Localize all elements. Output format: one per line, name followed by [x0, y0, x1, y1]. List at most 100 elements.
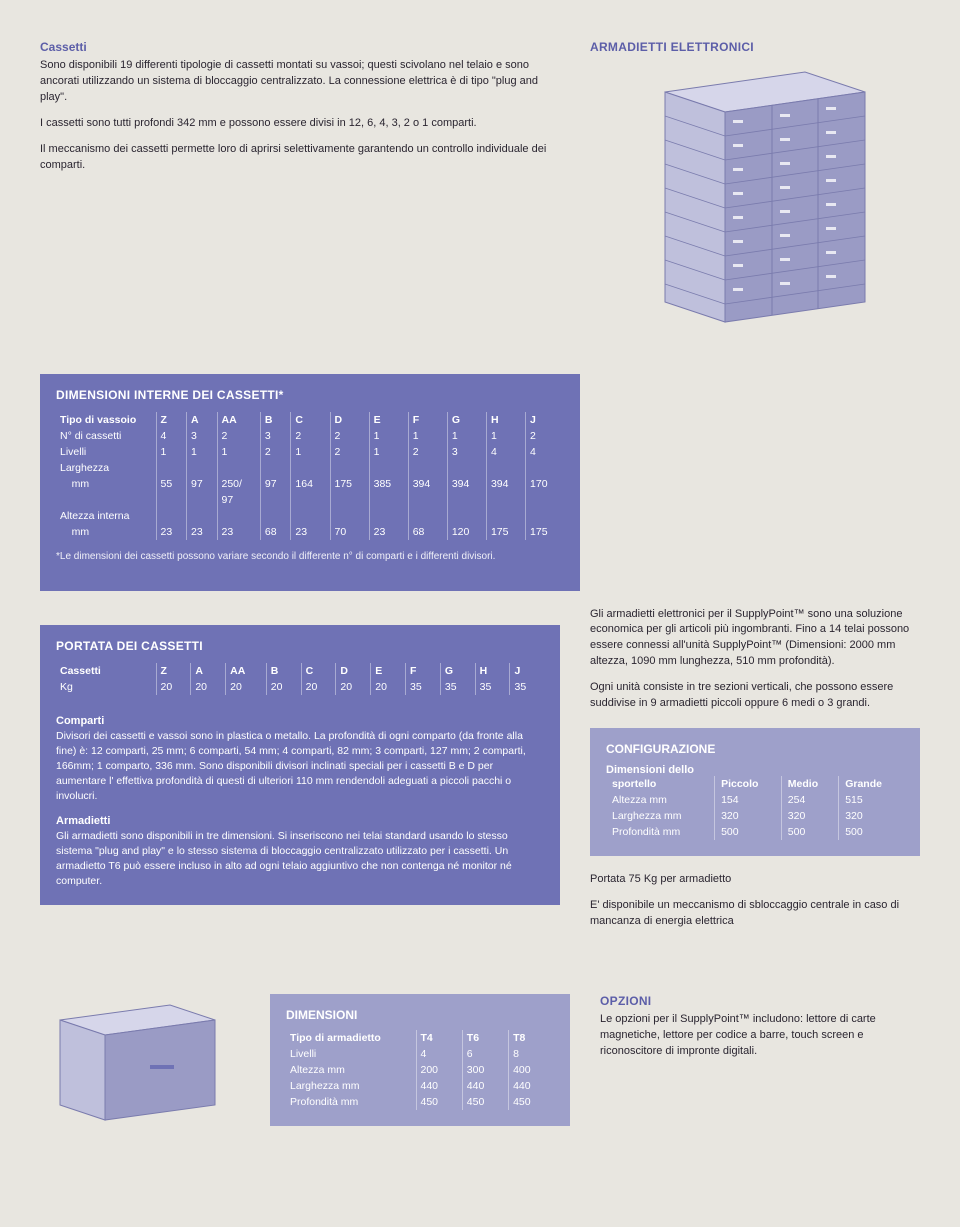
col-header: sportello	[606, 776, 715, 792]
table-row: 97	[56, 492, 564, 508]
col-header: Tipo di armadietto	[286, 1030, 416, 1046]
cell	[369, 460, 408, 476]
col-header: Grande	[839, 776, 904, 792]
comparti-heading: Comparti	[56, 715, 544, 727]
cell: 300	[462, 1062, 508, 1078]
col-header: A	[187, 412, 218, 428]
cell: mm	[56, 524, 156, 540]
cell: 2	[330, 444, 369, 460]
cell: Kg	[56, 679, 156, 695]
cell: 394	[408, 476, 447, 492]
cell: 394	[486, 476, 525, 492]
cell	[156, 492, 187, 508]
armadietti-heading: ARMADIETTI ELETTRONICI	[590, 40, 920, 54]
cell: 1	[217, 444, 260, 460]
portata-table: CassettiZAAABCDEFGHJ Kg20202020202020353…	[56, 663, 544, 695]
col-header: Medio	[781, 776, 838, 792]
cell: Altezza mm	[606, 792, 715, 808]
cell	[447, 460, 486, 476]
cell: 1	[156, 444, 187, 460]
top-section: Cassetti Sono disponibili 19 differenti …	[40, 40, 920, 356]
table-row: Livelli11121212344	[56, 444, 564, 460]
dim-locker-title: DIMENSIONI	[286, 1008, 554, 1022]
cell: 450	[462, 1094, 508, 1110]
cell: 515	[839, 792, 904, 808]
cell: 175	[330, 476, 369, 492]
table-row: mm2323236823702368120175175	[56, 524, 564, 540]
cell	[156, 508, 187, 524]
cell: 320	[715, 808, 782, 824]
cell	[486, 492, 525, 508]
table-row: Larghezza mm320320320	[606, 808, 904, 824]
cell: 2	[330, 428, 369, 444]
col-header: B	[266, 663, 301, 679]
table-row: Altezza mm200300400	[286, 1062, 554, 1078]
cell: 394	[447, 476, 486, 492]
cell: 175	[486, 524, 525, 540]
cell	[369, 492, 408, 508]
cell	[447, 508, 486, 524]
table-row: Altezza interna	[56, 508, 564, 524]
cell: 55	[156, 476, 187, 492]
col-header: T4	[416, 1030, 462, 1046]
col-header: E	[369, 412, 408, 428]
col-header: B	[260, 412, 291, 428]
cell: 20	[336, 679, 371, 695]
cell: 400	[509, 1062, 554, 1078]
cell: 4	[486, 444, 525, 460]
col-header: A	[191, 663, 226, 679]
cassetti-p3: Il meccanismo dei cassetti permette loro…	[40, 142, 560, 174]
col-header: F	[406, 663, 441, 679]
table-row: Larghezza	[56, 460, 564, 476]
cell	[291, 508, 330, 524]
drawer-illustration	[40, 980, 240, 1140]
cell: 120	[447, 524, 486, 540]
cassetti-p2: I cassetti sono tutti profondi 342 mm e …	[40, 116, 560, 132]
cell: 68	[408, 524, 447, 540]
cell: 97	[187, 476, 218, 492]
cell: Larghezza	[56, 460, 156, 476]
drawer-col	[40, 964, 240, 1140]
dim-locker-panel: DIMENSIONI Tipo di armadiettoT4T6T8 Live…	[270, 994, 570, 1126]
table-row: Larghezza mm440440440	[286, 1078, 554, 1094]
cell: 68	[260, 524, 291, 540]
cell	[408, 460, 447, 476]
cell: 500	[715, 824, 782, 840]
cell: 6	[462, 1046, 508, 1062]
col-header: F	[408, 412, 447, 428]
armadietti-text: Gli armadietti sono disponibili in tre d…	[56, 829, 544, 890]
cell: 23	[187, 524, 218, 540]
dim-int-title: DIMENSIONI INTERNE DEI CASSETTI*	[56, 388, 564, 402]
cell: 97	[260, 476, 291, 492]
cell: 20	[191, 679, 226, 695]
cell	[486, 460, 525, 476]
col-header: Z	[156, 663, 191, 679]
cell	[187, 492, 218, 508]
col-header: G	[447, 412, 486, 428]
cell: 23	[217, 524, 260, 540]
table-row: mm5597250/97164175385394394394170	[56, 476, 564, 492]
cell: 440	[416, 1078, 462, 1094]
cell: 23	[156, 524, 187, 540]
portata-panel: PORTATA DEI CASSETTI CassettiZAAABCDEFGH…	[40, 625, 560, 906]
cell: 1	[408, 428, 447, 444]
table-row: Kg2020202020202035353535	[56, 679, 544, 695]
table-row: Livelli468	[286, 1046, 554, 1062]
config-title: CONFIGURAZIONE	[606, 742, 904, 756]
col-header: H	[486, 412, 525, 428]
cell	[217, 508, 260, 524]
cell: 1	[447, 428, 486, 444]
dim-int-panel: DIMENSIONI INTERNE DEI CASSETTI* Tipo di…	[40, 374, 580, 591]
col-header: H	[475, 663, 510, 679]
col-header: T8	[509, 1030, 554, 1046]
col-header: E	[371, 663, 406, 679]
armadietti-sub-heading: Armadietti	[56, 815, 544, 827]
cell: 35	[475, 679, 510, 695]
cell	[408, 492, 447, 508]
opzioni-col: OPZIONI Le opzioni per il SupplyPoint™ i…	[600, 964, 920, 1140]
mid-left: PORTATA DEI CASSETTI CassettiZAAABCDEFGH…	[40, 607, 560, 940]
cassetti-p1: Sono disponibili 19 differenti tipologie…	[40, 58, 560, 106]
cell	[526, 492, 564, 508]
cell: 1	[369, 444, 408, 460]
cell	[330, 508, 369, 524]
